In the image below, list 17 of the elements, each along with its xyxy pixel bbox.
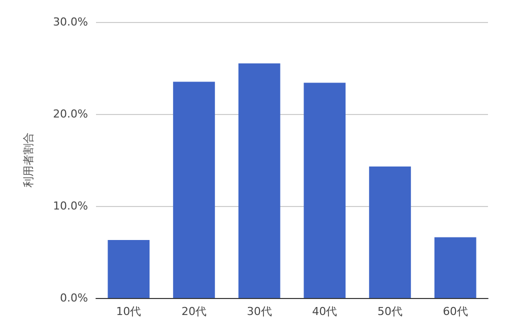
y-tick-label: 30.0% (53, 16, 88, 28)
bar (238, 63, 280, 298)
bar (434, 237, 476, 298)
x-tick-label: 10代 (116, 305, 142, 318)
y-axis-title: 利用者割合 (22, 132, 35, 188)
bar (108, 240, 150, 298)
bar (369, 166, 411, 298)
bar (304, 82, 346, 298)
y-tick-label: 10.0% (53, 200, 88, 212)
x-tick-label: 20代 (182, 305, 206, 318)
x-tick-label: 40代 (312, 305, 338, 318)
bar (173, 82, 215, 298)
x-tick-label: 50代 (378, 305, 402, 318)
x-tick-label: 60代 (442, 305, 468, 318)
y-tick-label: 20.0% (53, 108, 88, 120)
x-tick-label: 30代 (246, 305, 272, 318)
y-tick-label: 0.0% (60, 292, 88, 304)
